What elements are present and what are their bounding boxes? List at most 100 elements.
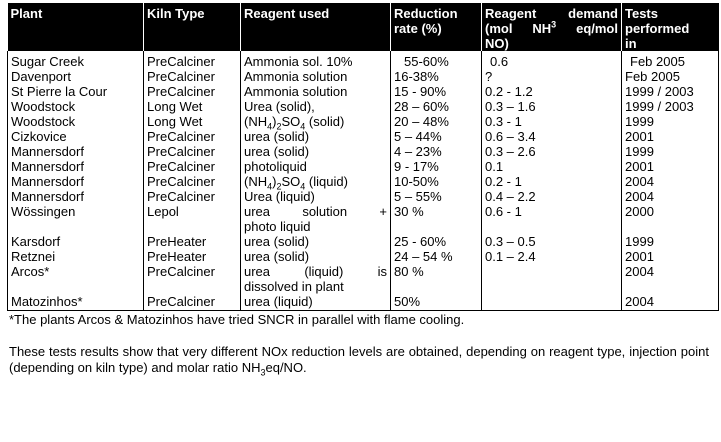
table-row: Sugar Creek PreCalciner Ammonia sol. 10%…: [7, 51, 719, 69]
cell-kiln-type: PreHeater: [143, 234, 241, 249]
header-reagent-demand: Reagent demand (mol NH3 eq/mol NO): [481, 3, 622, 51]
conclusion-paragraph: These tests results show that very diffe…: [9, 344, 709, 378]
cell-reduction-rate: 30 %: [390, 204, 482, 234]
cell-reagent: Ammonia solution: [240, 84, 391, 99]
table-row: Mannersdorf PreCalciner Urea (liquid) 5 …: [7, 189, 719, 204]
cell-plant: Karsdorf: [7, 234, 144, 249]
table-row: Mannersdorf PreCalciner urea (solid) 4 –…: [7, 144, 719, 159]
table-row: Mannersdorf PreCalciner (NH4)2SO4 (liqui…: [7, 174, 719, 191]
cell-kiln-type: Long Wet: [143, 99, 241, 114]
header-plant: Plant: [7, 3, 144, 51]
cell-kiln-type: PreCalciner: [143, 159, 241, 174]
cell-tests-performed: 2004: [621, 294, 719, 311]
cell-reagent: Ammonia solution: [240, 69, 391, 84]
table-row: Woodstock Long Wet (NH4)2SO4 (solid) 20 …: [7, 114, 719, 131]
cell-reagent-demand: 0.6 – 3.4: [481, 129, 622, 144]
cell-reagent-demand: 0.1 – 2.4: [481, 249, 622, 264]
cell-reagent: Ammonia sol. 10%: [240, 51, 391, 69]
cell-plant: Matozinhos*: [7, 294, 144, 311]
cell-reagent: urea (liquid): [240, 294, 391, 311]
cell-reagent: Urea (solid),: [240, 99, 391, 114]
table-row: Retznei PreHeater urea (solid) 24 – 54 %…: [7, 249, 719, 264]
cell-tests-performed: 1999: [621, 144, 719, 159]
cell-reduction-rate: 80 %: [390, 264, 482, 294]
cell-reduction-rate: 20 – 48%: [390, 114, 482, 129]
cell-kiln-type: PreCalciner: [143, 189, 241, 204]
cell-tests-performed: 2001: [621, 159, 719, 174]
cell-plant: Davenport: [7, 69, 144, 84]
cell-tests-performed: 2004: [621, 174, 719, 189]
cell-reagent-demand: 0.3 – 0.5: [481, 234, 622, 249]
cell-reagent-demand: 0.2 - 1: [481, 174, 622, 189]
cell-reagent: urea (solid): [240, 129, 391, 144]
cell-tests-performed: Feb 2005: [621, 51, 719, 69]
cell-plant: Arcos*: [7, 264, 144, 294]
cell-reagent: (NH4)2SO4 (liquid): [240, 174, 391, 191]
table-header-row: Plant Kiln Type Reagent used Reduction r…: [7, 3, 719, 51]
cell-reduction-rate: 5 – 55%: [390, 189, 482, 204]
cell-reduction-rate: 28 – 60%: [390, 99, 482, 114]
cell-reagent: urea (solid): [240, 234, 391, 249]
cell-reagent: Urea (liquid): [240, 189, 391, 204]
cell-plant: Wössingen: [7, 204, 144, 234]
sncr-test-table: Plant Kiln Type Reagent used Reduction r…: [7, 3, 719, 311]
cell-tests-performed: 2004: [621, 264, 719, 294]
cell-reagent-demand: ?: [481, 69, 622, 84]
cell-plant: Woodstock: [7, 99, 144, 114]
table-row: Karsdorf PreHeater urea (solid) 25 - 60%…: [7, 234, 719, 249]
cell-tests-performed: 2004: [621, 189, 719, 204]
table-row: Matozinhos* PreCalciner urea (liquid) 50…: [7, 294, 719, 311]
table-row: St Pierre la Cour PreCalciner Ammonia so…: [7, 84, 719, 99]
cell-plant: St Pierre la Cour: [7, 84, 144, 99]
cell-tests-performed: 1999: [621, 114, 719, 129]
cell-kiln-type: Long Wet: [143, 114, 241, 129]
cell-reagent-demand: [481, 264, 622, 294]
cell-reduction-rate: 24 – 54 %: [390, 249, 482, 264]
cell-reduction-rate: 50%: [390, 294, 482, 311]
header-tests-performed: Tests performed in: [621, 3, 719, 51]
cell-kiln-type: PreCalciner: [143, 144, 241, 159]
header-reagent-used: Reagent used: [240, 3, 391, 51]
cell-kiln-type: PreCalciner: [143, 264, 241, 294]
cell-reagent: (NH4)2SO4 (solid): [240, 114, 391, 131]
cell-kiln-type: PreCalciner: [143, 129, 241, 144]
table-row: Arcos* PreCalciner urea (liquid) is diss…: [7, 264, 719, 294]
cell-plant: Sugar Creek: [7, 51, 144, 69]
cell-reagent-demand: 0.2 - 1.2: [481, 84, 622, 99]
cell-plant: Mannersdorf: [7, 144, 144, 159]
cell-reagent-demand: 0.3 – 1.6: [481, 99, 622, 114]
cell-tests-performed: 2001: [621, 249, 719, 264]
cell-kiln-type: PreCalciner: [143, 51, 241, 69]
cell-kiln-type: PreCalciner: [143, 174, 241, 189]
cell-reduction-rate: 9 - 17%: [390, 159, 482, 174]
header-reduction-rate: Reduction rate (%): [390, 3, 482, 51]
cell-reduction-rate: 16-38%: [390, 69, 482, 84]
cell-reagent-demand: 0.1: [481, 159, 622, 174]
cell-reduction-rate: 5 – 44%: [390, 129, 482, 144]
table-row: Wössingen Lepol urea solution + photo li…: [7, 204, 719, 234]
cell-kiln-type: Lepol: [143, 204, 241, 234]
cell-reagent-demand: [481, 294, 622, 311]
cell-tests-performed: 1999 / 2003: [621, 84, 719, 99]
cell-plant: Mannersdorf: [7, 189, 144, 204]
cell-reduction-rate: 4 – 23%: [390, 144, 482, 159]
cell-tests-performed: 1999 / 2003: [621, 99, 719, 114]
cell-plant: Retznei: [7, 249, 144, 264]
cell-reagent: urea (solid): [240, 144, 391, 159]
cell-plant: Cizkovice: [7, 129, 144, 144]
cell-reagent: photoliquid: [240, 159, 391, 174]
cell-reagent: urea solution + photo liquid: [240, 204, 391, 234]
cell-kiln-type: PreCalciner: [143, 69, 241, 84]
cell-reagent-demand: 0.6: [481, 51, 622, 69]
table-row: Davenport PreCalciner Ammonia solution 1…: [7, 69, 719, 84]
table-row: Mannersdorf PreCalciner photoliquid 9 - …: [7, 159, 719, 174]
cell-reagent-demand: 0.3 - 1: [481, 114, 622, 129]
cell-tests-performed: 2001: [621, 129, 719, 144]
cell-reagent-demand: 0.4 – 2.2: [481, 189, 622, 204]
cell-reduction-rate: 10-50%: [390, 174, 482, 189]
cell-reduction-rate: 25 - 60%: [390, 234, 482, 249]
cell-reagent: urea (liquid) is dissolved in plant: [240, 264, 391, 294]
cell-reagent: urea (solid): [240, 249, 391, 264]
cell-tests-performed: 1999: [621, 234, 719, 249]
cell-tests-performed: 2000: [621, 204, 719, 234]
